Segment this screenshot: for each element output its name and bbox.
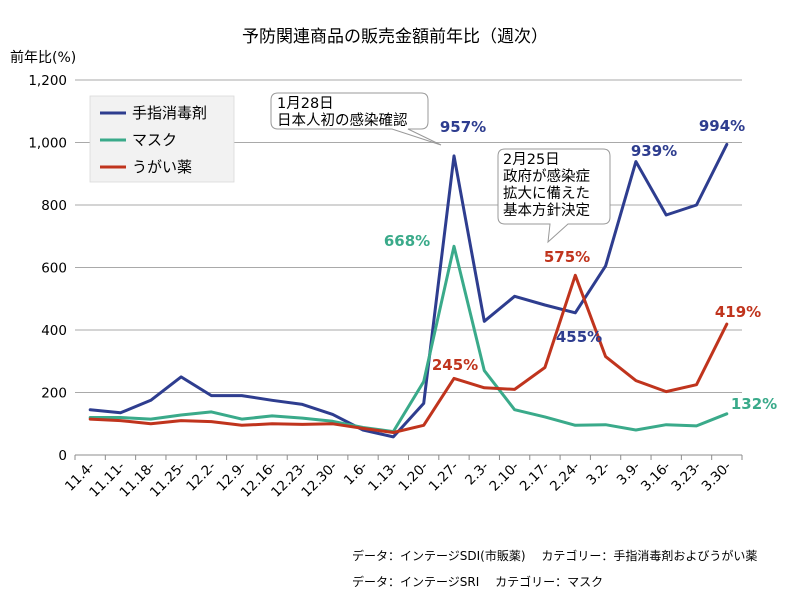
series-line-0 [88,142,729,439]
y-tick-labels: 0 200 400 600 800 1,000 1,200 [28,73,67,464]
annotation-line: 1月28日 [277,96,334,112]
callout-bubble [270,92,442,146]
data-label: 132% [731,395,777,413]
y-tick-label: 1,200 [28,73,67,89]
x-tick-label: 2.24- [547,458,583,494]
x-tick-label: 3.16- [638,458,674,494]
source-note-2: データ：インテージSRI カテゴリー：マスク [352,575,604,589]
data-label: 939% [631,142,677,160]
y-tick-label: 600 [41,261,67,277]
y-tick-label: 1,000 [28,136,67,152]
data-label: 957% [440,118,486,136]
x-tick-label: 3.30- [699,458,735,494]
annotation-line: 拡大に備えた [503,185,590,202]
data-label: 575% [544,248,590,266]
legend: 手指消毒剤 マスク うがい薬 [89,95,235,183]
x-tick-label: 1.13- [365,458,401,494]
x-tick-label: 1.27- [426,458,462,494]
y-tick-label: 800 [41,198,67,214]
chart-title: 予防関連商品の販売金額前年比（週次） [242,27,548,47]
data-labels: 957% 939% 994% 455% 668% 132% 245% 575% … [384,117,777,413]
x-tick-label: 3.23- [668,458,704,494]
annotation-line: 基本方針決定 [503,202,590,219]
y-tick-label: 400 [41,323,67,339]
source-note-1: データ：インテージSDI(市販薬) カテゴリー：手指消毒剤およびうがい薬 [352,549,758,563]
x-tick-label: 2.10- [486,458,522,494]
x-tick-label: 1.20- [395,458,431,494]
series-line-2 [88,273,729,434]
data-label: 994% [699,117,745,135]
data-label: 419% [715,303,761,321]
series-line-1 [88,244,729,434]
legend-label-0: 手指消毒剤 [132,104,207,122]
annotation-line: 2月25日 [503,152,560,168]
y-axis-label: 前年比(%) [10,49,76,66]
data-label: 455% [556,328,602,346]
x-axis: 11.4-11.11-11.18-11.25-12.2-12.9-12.16-1… [62,454,743,501]
y-tick-label: 0 [58,448,67,464]
callout-bubble [497,148,611,244]
annotation-feb25: 2月25日 政府が感染症 拡大に備えた 基本方針決定 [497,148,611,244]
legend-label-1: マスク [132,131,177,149]
y-tick-label: 200 [41,386,67,402]
x-tick-label: 3.2- [583,458,613,488]
annotation-line: 政府が感染症 [503,168,590,185]
data-label: 668% [384,232,430,250]
data-label: 245% [432,356,478,374]
x-tick-label: 12.2- [183,458,219,494]
legend-label-2: うがい薬 [132,158,192,176]
annotation-line: 日本人初の感染確認 [277,112,408,129]
annotation-jan28: 1月28日 日本人初の感染確認 [270,92,442,146]
x-tick-label: 2.17- [517,458,553,494]
series-lines [88,142,729,439]
